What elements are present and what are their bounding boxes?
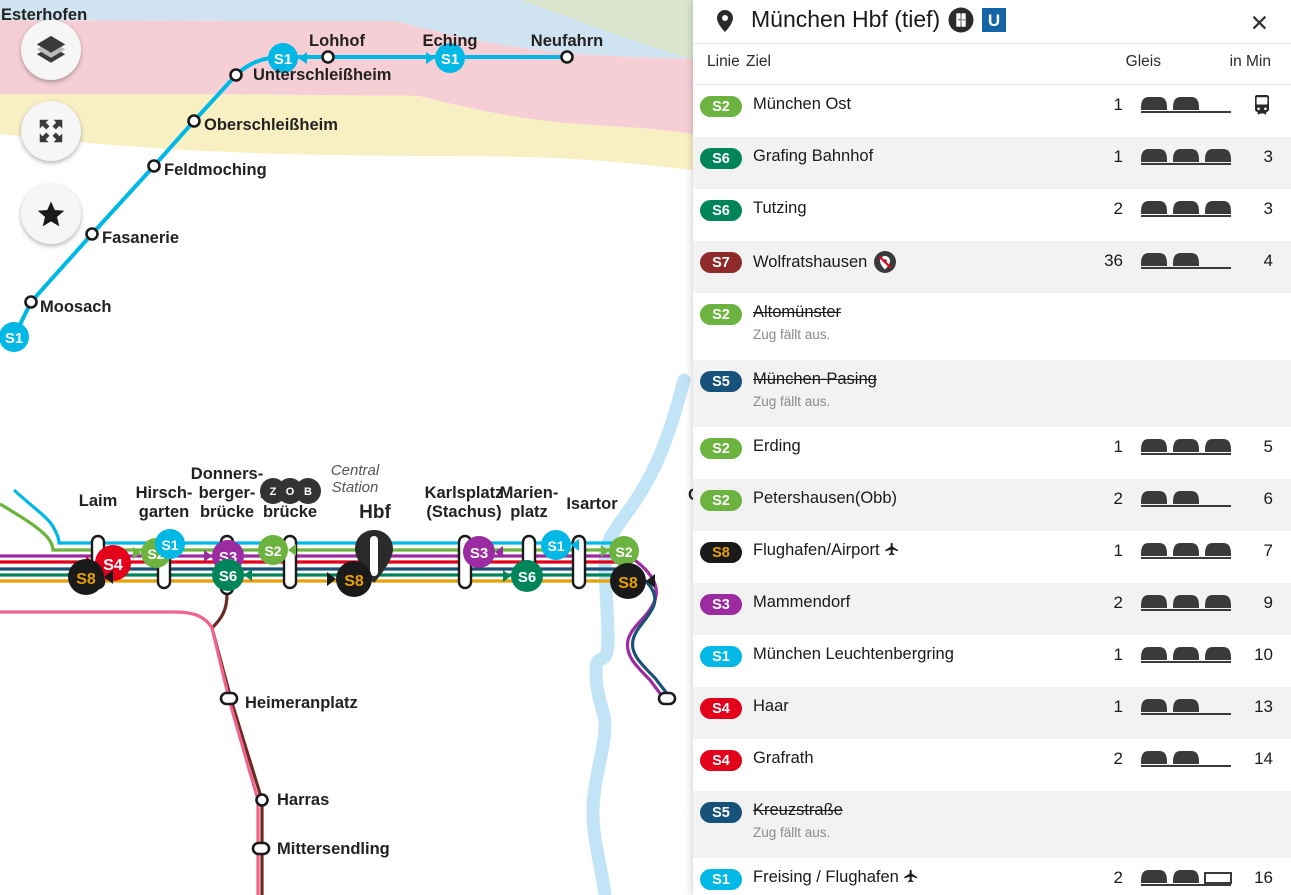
svg-text:Eching: Eching	[422, 32, 477, 50]
svg-text:S1: S1	[441, 51, 459, 68]
svg-text:S6: S6	[518, 569, 536, 586]
svg-text:O: O	[286, 486, 295, 498]
svg-text:garten: garten	[139, 503, 189, 521]
svg-text:S8: S8	[344, 573, 364, 590]
svg-text:platz: platz	[510, 503, 548, 521]
svg-text:Harras: Harras	[277, 791, 329, 809]
svg-text:brücke: brücke	[200, 503, 254, 521]
svg-text:Heimeranplatz: Heimeranplatz	[245, 694, 358, 712]
svg-text:Feldmoching: Feldmoching	[164, 161, 267, 179]
svg-text:S3: S3	[470, 545, 488, 562]
svg-text:Donners-: Donners-	[191, 465, 263, 483]
svg-text:Oberschleißheim: Oberschleißheim	[204, 116, 338, 134]
svg-text:S4: S4	[103, 557, 123, 574]
svg-text:Karlsplatz: Karlsplatz	[425, 484, 504, 502]
svg-text:Z: Z	[270, 486, 277, 498]
svg-text:Central: Central	[331, 462, 380, 479]
svg-text:Fasanerie: Fasanerie	[102, 229, 179, 247]
svg-text:Moosach: Moosach	[40, 298, 112, 316]
svg-text:Marien-: Marien-	[500, 484, 559, 502]
svg-text:Isartor: Isartor	[566, 495, 618, 513]
svg-text:berger-: berger-	[199, 484, 256, 502]
svg-text:Mittersendling: Mittersendling	[277, 840, 390, 858]
svg-text:S6: S6	[219, 568, 237, 585]
svg-text:S2: S2	[615, 544, 632, 560]
svg-text:Station: Station	[332, 479, 379, 496]
svg-text:Laim: Laim	[79, 492, 118, 510]
svg-text:S8: S8	[76, 571, 96, 588]
svg-text:Hbf: Hbf	[359, 502, 391, 523]
svg-text:S1: S1	[547, 538, 564, 554]
svg-text:B: B	[304, 486, 312, 498]
svg-text:Lohhof: Lohhof	[309, 32, 365, 50]
svg-text:S2: S2	[264, 543, 281, 559]
svg-text:S8: S8	[618, 575, 638, 592]
svg-text:(Stachus): (Stachus)	[426, 503, 501, 521]
svg-text:Unterschleißheim: Unterschleißheim	[253, 66, 391, 84]
svg-text:brücke: brücke	[263, 503, 317, 521]
svg-text:Hirsch-: Hirsch-	[136, 484, 193, 502]
svg-text:S1: S1	[161, 537, 178, 553]
svg-text:U: U	[988, 11, 1000, 30]
svg-text:Neufahrn: Neufahrn	[531, 32, 603, 50]
